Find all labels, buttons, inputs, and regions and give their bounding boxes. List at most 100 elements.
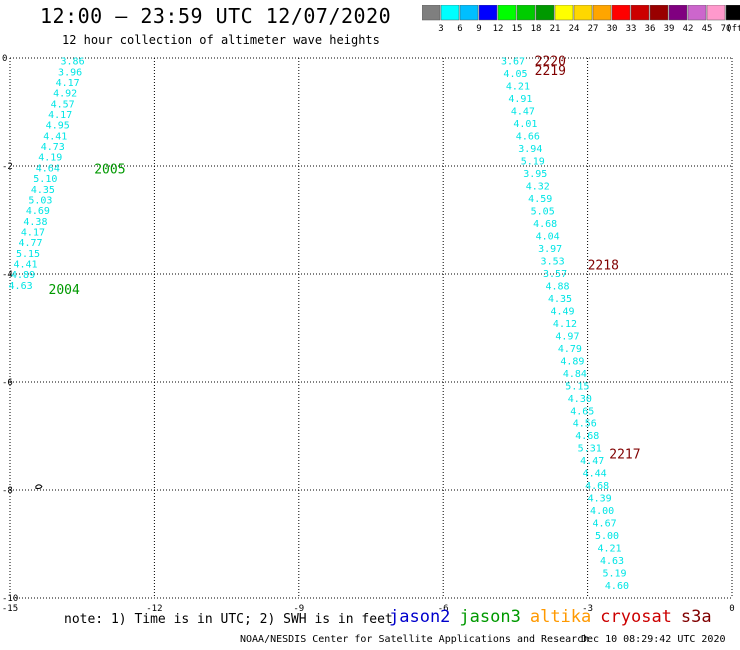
color-bin-label: 18 [531, 24, 542, 33]
color-bin [535, 5, 555, 21]
pass-time-label: 2004 [49, 283, 80, 298]
color-bin-label: 9 [476, 24, 481, 33]
color-bin [668, 5, 688, 21]
swh-value: 4.59 [528, 194, 552, 205]
swh-value: 5.03 [28, 195, 52, 206]
swh-value: 4.17 [48, 110, 72, 121]
color-bin-label: 70 [721, 24, 732, 33]
color-bin-label: 24 [569, 24, 580, 33]
swh-value: 4.67 [593, 519, 617, 530]
swh-value: 4.95 [46, 121, 70, 132]
color-bin [440, 5, 460, 21]
color-bin [592, 5, 612, 21]
swh-value: 4.35 [31, 185, 55, 196]
latitude-tick-label: -10 [2, 594, 18, 604]
color-bin-label: 36 [645, 24, 656, 33]
latitude-tick-label: -8 [2, 486, 13, 496]
color-bin-label: 6 [457, 24, 462, 33]
swh-value: 3.94 [518, 144, 542, 155]
latitude-tick-label: -4 [2, 270, 13, 280]
swh-value: 4.68 [533, 219, 557, 230]
swh-value: 4.32 [526, 182, 550, 193]
swh-value: 5.15 [565, 381, 589, 392]
color-bin [611, 5, 631, 21]
color-bin-label: 3 [438, 24, 443, 33]
legend-jason2: jason2 [389, 607, 451, 627]
swh-value: 4.73 [41, 142, 65, 153]
swh-value: 4.44 [583, 469, 607, 480]
swh-value: 4.47 [511, 107, 535, 118]
swh-value: 4.65 [570, 406, 594, 417]
swh-value: 5.31 [578, 444, 602, 455]
pass-time-label: 2220 [535, 55, 566, 70]
swh-value: 4.00 [590, 506, 614, 517]
longitude-tick-label: -12 [146, 604, 162, 614]
color-bin [478, 5, 498, 21]
legend-s3a: s3a [680, 607, 712, 627]
swh-value: 4.41 [43, 131, 67, 142]
color-bin-label: 30 [607, 24, 618, 33]
pass-time-label: 2219 [535, 64, 566, 79]
note-text: note: 1) Time is in UTC; 2) SWH is in fe… [64, 612, 393, 627]
swh-value: 4.41 [13, 259, 37, 270]
pass-time-label: 2218 [588, 258, 619, 273]
swh-value: 4.69 [26, 206, 50, 217]
swh-value: 4.89 [11, 270, 35, 281]
color-unit-label: (ft) [726, 24, 740, 33]
swh-value: 4.01 [513, 119, 537, 130]
color-bin-label: 12 [493, 24, 504, 33]
swh-value: 3.96 [58, 67, 82, 78]
color-bin-label: 27 [588, 24, 599, 33]
swh-value: 4.84 [563, 369, 587, 380]
legend-jason3: jason3 [459, 607, 521, 627]
swh-value: 4.35 [548, 294, 572, 305]
footer-credit: NOAA/NESDIS Center for Satellite Applica… [240, 634, 590, 645]
island-outline [35, 484, 43, 490]
swh-value: 4.30 [568, 394, 592, 405]
footer-timestamp: Dec 10 08:29:42 UTC 2020 [581, 634, 726, 645]
latitude-tick-label: 0 [2, 54, 7, 64]
legend-cryosat: cryosat [600, 607, 672, 627]
swh-value: 4.66 [516, 132, 540, 143]
swh-value: 4.77 [18, 238, 42, 249]
swh-value: 3.95 [523, 169, 547, 180]
swh-value: 4.88 [546, 281, 570, 292]
chart-title: 12:00 – 23:59 UTC 12/07/2020 [40, 4, 392, 28]
swh-value: 5.10 [33, 174, 57, 185]
swh-value: 5.00 [595, 531, 619, 542]
swh-value: 5.19 [521, 157, 545, 168]
swh-value: 4.12 [553, 319, 577, 330]
color-bin [573, 5, 593, 21]
swh-value: 4.68 [575, 431, 599, 442]
swh-value: 4.63 [9, 281, 33, 292]
swh-value: 4.38 [23, 217, 47, 228]
color-bin [497, 5, 517, 21]
color-bin-label: 33 [626, 24, 637, 33]
color-bin [554, 5, 574, 21]
swh-value: 4.92 [53, 89, 77, 100]
satellite-legend: jason2 jason3 altika cryosat s3a [389, 607, 721, 627]
swh-value: 4.21 [597, 544, 621, 555]
swh-value: 4.63 [600, 556, 624, 567]
swh-value: 4.68 [585, 481, 609, 492]
swh-value: 3.97 [538, 244, 562, 255]
swh-value: 4.57 [51, 99, 75, 110]
swh-value: 4.17 [21, 227, 45, 238]
swh-value: 4.19 [38, 153, 62, 164]
color-bin [649, 5, 669, 21]
longitude-tick-label: -15 [2, 604, 18, 614]
color-bin-label: 15 [512, 24, 523, 33]
legend-altika: altika [529, 607, 592, 627]
chart-subtitle: 12 hour collection of altimeter wave hei… [62, 33, 380, 47]
swh-value: 4.49 [550, 306, 574, 317]
swh-value: 3.53 [541, 256, 565, 267]
longitude-tick-label: -3 [582, 604, 593, 614]
swh-value: 3.67 [501, 57, 525, 68]
color-bin [630, 5, 650, 21]
swh-value: 4.21 [506, 82, 530, 93]
swh-value: 4.64 [36, 163, 60, 174]
swh-value: 4.39 [588, 494, 612, 505]
swh-value: 4.97 [555, 331, 579, 342]
